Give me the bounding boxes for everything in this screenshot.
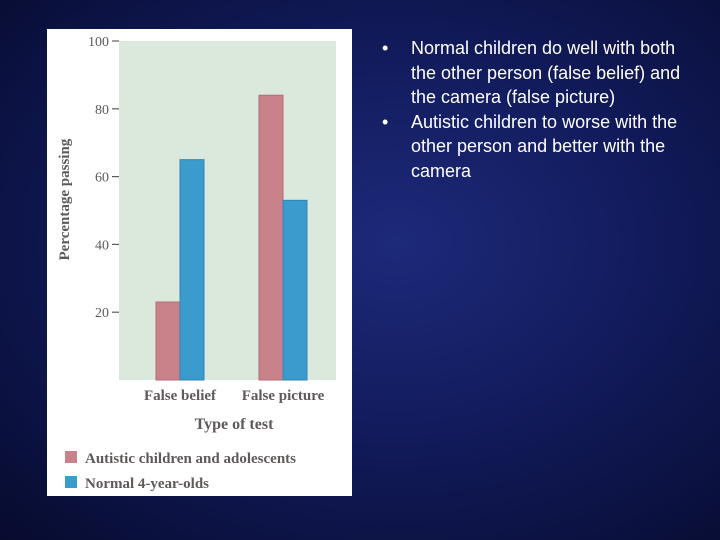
x-axis-label: Type of test [195,416,274,433]
x-category-label: False belief [144,388,217,404]
y-tick-label: 60 [95,171,109,186]
legend-label: Normal 4-year-olds [85,476,209,492]
y-tick-label: 80 [95,103,109,118]
bar-normal [282,199,308,381]
bullet-list: • Normal children do well with both the … [382,36,682,183]
bar-autistic [155,301,181,381]
legend-swatch [65,476,77,488]
y-tick-label: 100 [88,35,109,50]
x-category-label: False picture [242,388,325,404]
chart-canvas: 20 40 60 80 100 Percentage passing False bel… [57,35,336,492]
bullet-item: • Autistic children to worse with the ot… [382,110,682,184]
bullet-dot: • [382,111,389,132]
bullet-item: • Normal children do well with both the … [382,36,682,110]
legend-label: Autistic children and adolescents [85,451,296,467]
bar-normal [179,159,205,381]
bar-autistic [258,94,284,381]
bullet-dot: • [382,38,389,58]
y-tick-label: 40 [95,238,109,253]
bullet-text: Normal children do well with both the ot… [411,38,681,107]
chart-figure: 20 40 60 80 100 Percentage passing False bel… [47,29,352,496]
legend-swatch [65,451,77,463]
legend: Autistic children and adolescents Normal … [65,451,296,492]
y-axis-label: Percentage passing [57,138,73,260]
y-tick-label: 20 [95,306,109,321]
bullet-text: Autistic children to worse with the othe… [411,111,678,181]
